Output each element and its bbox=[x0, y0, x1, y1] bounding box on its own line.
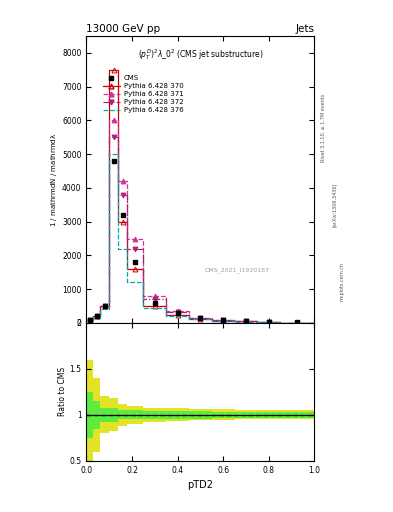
Text: Rivet 3.1.10, ≥ 1.7M events: Rivet 3.1.10, ≥ 1.7M events bbox=[320, 94, 325, 162]
Text: [arXiv:1306.3436]: [arXiv:1306.3436] bbox=[332, 183, 337, 227]
Y-axis label: Ratio to CMS: Ratio to CMS bbox=[58, 367, 67, 416]
Legend: CMS, Pythia 6.428 370, Pythia 6.428 371, Pythia 6.428 372, Pythia 6.428 376: CMS, Pythia 6.428 370, Pythia 6.428 371,… bbox=[100, 72, 186, 116]
Text: $(p_{T}^{D})^{2}\lambda\_0^{2}$ (CMS jet substructure): $(p_{T}^{D})^{2}\lambda\_0^{2}$ (CMS jet… bbox=[138, 47, 263, 62]
Text: CMS_2021_I1920187: CMS_2021_I1920187 bbox=[205, 267, 270, 273]
Y-axis label: $\mathrm{1\ /\ mathrm{d}N\ /\ mathrm{d}\lambda}$: $\mathrm{1\ /\ mathrm{d}N\ /\ mathrm{d}\… bbox=[49, 132, 59, 226]
Text: mcplots.cern.ch: mcplots.cern.ch bbox=[340, 262, 345, 301]
X-axis label: pTD2: pTD2 bbox=[187, 480, 213, 490]
Text: 13000 GeV pp: 13000 GeV pp bbox=[86, 24, 161, 34]
Text: Jets: Jets bbox=[296, 24, 314, 34]
